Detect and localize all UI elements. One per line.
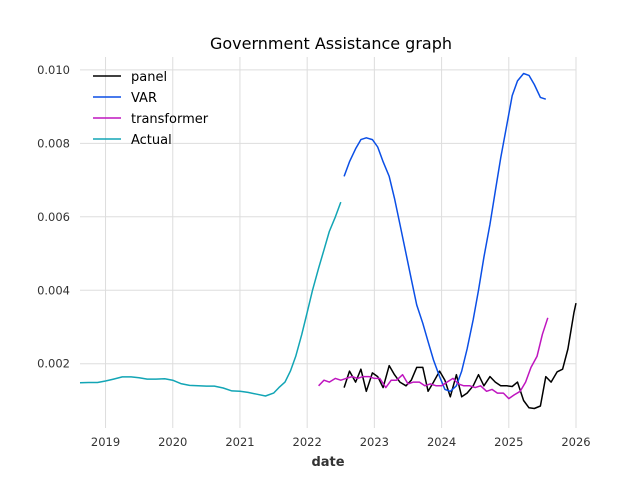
legend-label-var: VAR <box>131 91 157 106</box>
grid <box>80 57 577 428</box>
chart-title: Government Assistance graph <box>210 34 452 53</box>
x-tick-label: 2020 <box>158 435 187 449</box>
legend: panel VAR transformer Actual <box>93 70 209 148</box>
y-tick-label: 0.002 <box>37 357 70 371</box>
y-tick-label: 0.010 <box>37 63 70 77</box>
legend-label-transformer: transformer <box>131 112 209 127</box>
y-tick-label: 0.004 <box>37 283 70 297</box>
series-lines <box>79 72 577 410</box>
y-tick-label: 0.008 <box>37 136 70 150</box>
x-tick-label: 2022 <box>293 435 322 449</box>
y-tick-label: 0.006 <box>37 210 70 224</box>
x-tick-label: 2024 <box>427 435 456 449</box>
x-tick-label: 2025 <box>494 435 523 449</box>
series-line-transformer <box>318 317 549 400</box>
x-axis-ticks: 2019 2020 2021 2022 2023 2024 2025 2026 <box>91 435 591 449</box>
x-tick-label: 2023 <box>360 435 389 449</box>
series-line-actual <box>79 201 342 397</box>
y-axis-ticks: 0.002 0.004 0.006 0.008 0.010 <box>37 63 70 371</box>
x-tick-label: 2019 <box>91 435 120 449</box>
x-tick-label: 2021 <box>225 435 254 449</box>
series-line-panel <box>343 302 577 410</box>
legend-label-panel: panel <box>131 70 167 85</box>
series-line-var <box>343 72 547 393</box>
x-tick-label: 2026 <box>561 435 590 449</box>
legend-label-actual: Actual <box>131 133 172 148</box>
x-axis-label: date <box>311 455 344 470</box>
